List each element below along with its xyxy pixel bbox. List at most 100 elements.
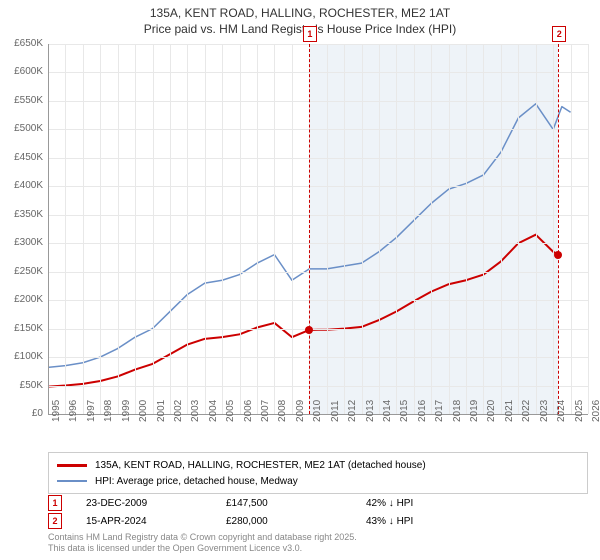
- gridline-v: [187, 44, 188, 414]
- x-tick-label: 2008: [277, 400, 288, 422]
- gridline-v: [100, 44, 101, 414]
- gridline-v: [414, 44, 415, 414]
- chart-lines: [48, 44, 588, 414]
- gridline-v: [362, 44, 363, 414]
- gridline-v: [170, 44, 171, 414]
- gridline-v: [118, 44, 119, 414]
- sale-marker-line: [309, 44, 310, 414]
- y-tick-label: £0: [3, 408, 43, 419]
- title-line2: Price paid vs. HM Land Registry's House …: [0, 22, 600, 38]
- gridline-h: [48, 44, 588, 45]
- gridline-h: [48, 329, 588, 330]
- gridline-h: [48, 215, 588, 216]
- gridline-v: [135, 44, 136, 414]
- y-tick-label: £200K: [3, 294, 43, 305]
- y-tick-label: £400K: [3, 180, 43, 191]
- gridline-v: [449, 44, 450, 414]
- sales-row-marker: 2: [48, 513, 62, 529]
- y-tick-label: £300K: [3, 237, 43, 248]
- chart-area: 12 £0£50K£100K£150K£200K£250K£300K£350K£…: [48, 44, 588, 414]
- legend-item: 135A, KENT ROAD, HALLING, ROCHESTER, ME2…: [57, 457, 579, 473]
- x-tick-label: 1996: [68, 400, 79, 422]
- gridline-v: [571, 44, 572, 414]
- gridline-v: [466, 44, 467, 414]
- gridline-v: [518, 44, 519, 414]
- x-tick-label: 2026: [591, 400, 600, 422]
- x-tick-label: 1999: [121, 400, 132, 422]
- y-tick-label: £250K: [3, 266, 43, 277]
- sales-table: 1 23-DEC-2009£147,50042% ↓ HPI 2 15-APR-202…: [48, 494, 588, 530]
- sales-row-date: 15-APR-2024: [86, 516, 226, 527]
- gridline-v: [274, 44, 275, 414]
- y-tick-label: £150K: [3, 323, 43, 334]
- sales-row-price: £147,500: [226, 498, 366, 509]
- gridline-v: [344, 44, 345, 414]
- gridline-v: [257, 44, 258, 414]
- gridline-h: [48, 300, 588, 301]
- sales-row-marker: 1: [48, 495, 62, 511]
- y-tick-label: £50K: [3, 380, 43, 391]
- sale-dot: [554, 251, 562, 259]
- x-tick-label: 2017: [434, 400, 445, 422]
- gridline-h: [48, 272, 588, 273]
- y-tick-label: £550K: [3, 95, 43, 106]
- chart-title: 135A, KENT ROAD, HALLING, ROCHESTER, ME2…: [0, 0, 600, 37]
- sales-row-date: 23-DEC-2009: [86, 498, 226, 509]
- x-tick-label: 2018: [452, 400, 463, 422]
- x-tick-label: 2011: [330, 400, 341, 422]
- x-tick-label: 2012: [347, 400, 358, 422]
- footer-text: Contains HM Land Registry data © Crown c…: [48, 532, 357, 554]
- sales-row: 1 23-DEC-2009£147,50042% ↓ HPI: [48, 494, 588, 512]
- sale-marker-line: [558, 44, 559, 414]
- y-tick-label: £600K: [3, 66, 43, 77]
- gridline-v: [240, 44, 241, 414]
- x-tick-label: 2009: [295, 400, 306, 422]
- sale-dot: [305, 326, 313, 334]
- footer-line2: This data is licensed under the Open Gov…: [48, 543, 357, 554]
- gridline-v: [205, 44, 206, 414]
- x-tick-label: 2020: [486, 400, 497, 422]
- plot-region: 12: [48, 44, 588, 414]
- gridline-v: [153, 44, 154, 414]
- gridline-v: [222, 44, 223, 414]
- sales-row-delta: 42% ↓ HPI: [366, 498, 506, 509]
- y-axis-line: [48, 44, 49, 414]
- x-tick-label: 2014: [382, 400, 393, 422]
- gridline-h: [48, 357, 588, 358]
- gridline-h: [48, 158, 588, 159]
- gridline-h: [48, 386, 588, 387]
- gridline-h: [48, 243, 588, 244]
- x-tick-label: 2022: [521, 400, 532, 422]
- x-tick-label: 2006: [243, 400, 254, 422]
- gridline-v: [483, 44, 484, 414]
- x-tick-label: 1995: [51, 400, 62, 422]
- title-line1: 135A, KENT ROAD, HALLING, ROCHESTER, ME2…: [0, 6, 600, 22]
- gridline-v: [292, 44, 293, 414]
- sales-row-price: £280,000: [226, 516, 366, 527]
- x-tick-label: 2013: [365, 400, 376, 422]
- gridline-v: [379, 44, 380, 414]
- gridline-v: [553, 44, 554, 414]
- y-tick-label: £450K: [3, 152, 43, 163]
- x-tick-label: 2004: [208, 400, 219, 422]
- x-tick-label: 2019: [469, 400, 480, 422]
- gridline-v: [431, 44, 432, 414]
- x-tick-label: 2003: [190, 400, 201, 422]
- gridline-h: [48, 129, 588, 130]
- x-tick-label: 2025: [574, 400, 585, 422]
- x-tick-label: 1998: [103, 400, 114, 422]
- legend-label: HPI: Average price, detached house, Medw…: [95, 476, 298, 487]
- x-tick-label: 2021: [504, 400, 515, 422]
- legend-label: 135A, KENT ROAD, HALLING, ROCHESTER, ME2…: [95, 460, 426, 471]
- legend-swatch: [57, 464, 87, 467]
- legend-item: HPI: Average price, detached house, Medw…: [57, 473, 579, 489]
- x-tick-label: 2023: [539, 400, 550, 422]
- gridline-h: [48, 72, 588, 73]
- y-tick-label: £500K: [3, 123, 43, 134]
- x-tick-label: 2024: [556, 400, 567, 422]
- x-tick-label: 2015: [399, 400, 410, 422]
- gridline-v: [396, 44, 397, 414]
- gridline-h: [48, 101, 588, 102]
- gridline-v: [65, 44, 66, 414]
- gridline-v: [588, 44, 589, 414]
